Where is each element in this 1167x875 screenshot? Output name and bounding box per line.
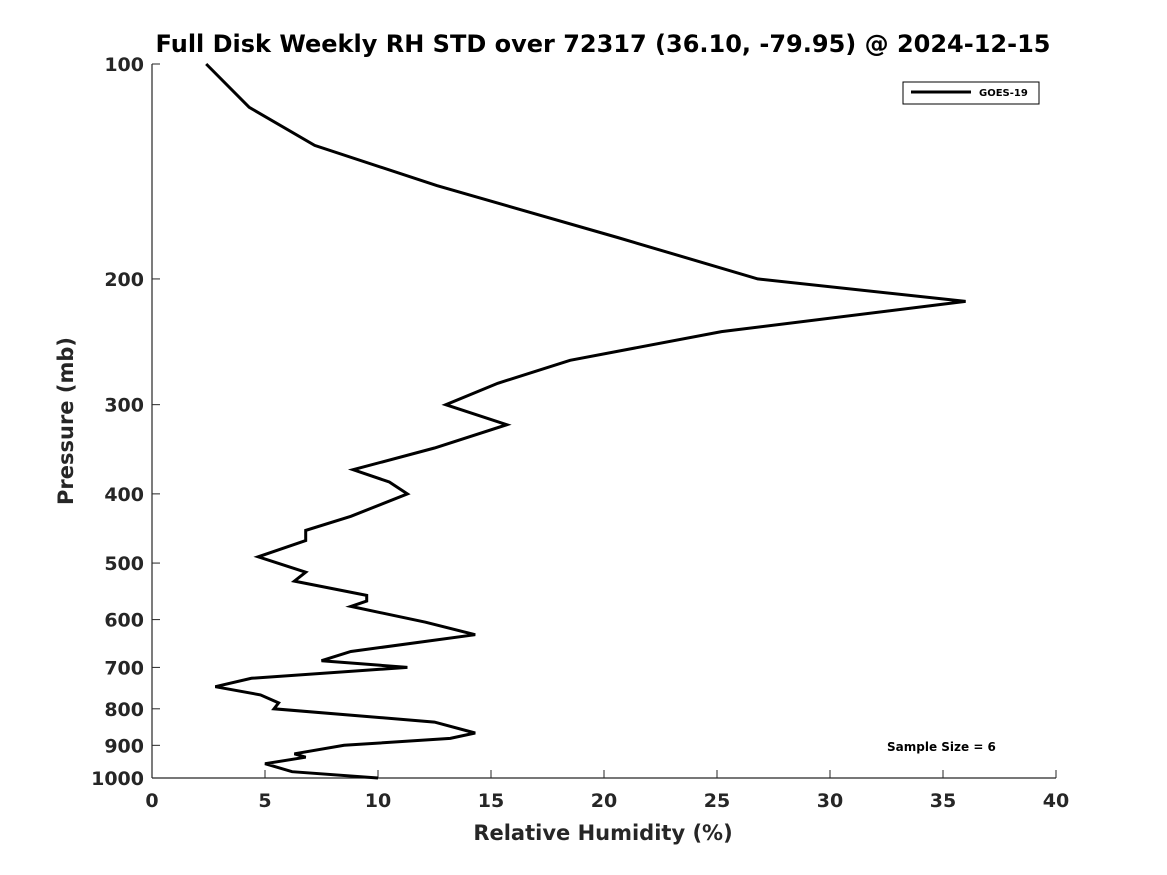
y-tick-label: 500 [104,553,144,575]
sample-size-annotation: Sample Size = 6 [887,740,996,754]
series-layer [205,62,966,780]
x-tick-label: 35 [930,790,956,812]
x-tick-label: 10 [365,790,391,812]
series-line-goes-19 [205,62,966,780]
y-tick-label: 1000 [91,768,144,790]
y-tick-label: 600 [104,610,144,632]
legend-entry-goes-19: GOES-19 [979,88,1028,99]
x-tick-label: 5 [258,790,271,812]
x-tick-label: 30 [817,790,843,812]
x-tick-label: 15 [478,790,504,812]
y-tick-label: 100 [104,54,144,76]
y-tick-label: 800 [104,699,144,721]
x-tick-label: 0 [145,790,158,812]
y-tick-label: 700 [104,657,144,679]
x-tick-label: 40 [1043,790,1069,812]
y-tick-label: 900 [104,735,144,757]
y-tick-label: 200 [104,269,144,291]
y-axis-ticks: 100 200 300 400 500 600 700 800 900 1000 [91,54,160,790]
x-axis-label: Relative Humidity (%) [473,821,732,845]
y-axis-label: Pressure (mb) [54,337,78,505]
x-tick-label: 25 [704,790,730,812]
y-tick-label: 400 [104,484,144,506]
y-tick-label: 300 [104,395,144,417]
legend: GOES-19 [902,81,1040,105]
chart-title: Full Disk Weekly RH STD over 72317 (36.1… [156,30,1051,58]
x-axis-ticks: 0 5 10 15 20 25 30 35 40 [145,770,1069,812]
x-tick-label: 20 [591,790,617,812]
